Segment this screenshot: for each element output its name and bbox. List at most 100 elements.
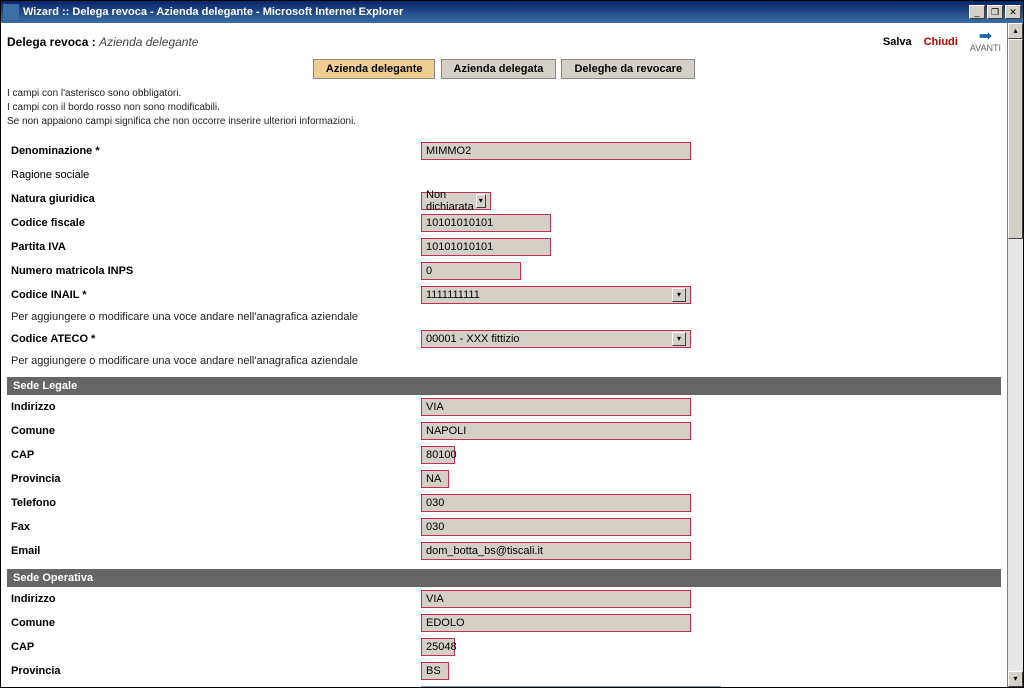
chevron-down-icon: ▾ <box>672 288 686 302</box>
select-natura-value: Non dichiarata <box>426 189 476 213</box>
row-so-provincia: Provincia BS <box>7 659 1001 683</box>
chevron-down-icon: ▾ <box>672 332 686 346</box>
label-natura: Natura giuridica <box>11 193 421 205</box>
content-wrap: Delega revoca : Azienda delegante Salva … <box>1 23 1023 687</box>
row-so-telefono: Telefono <box>7 683 1001 687</box>
field-sl-telefono: 030 <box>421 494 691 512</box>
label-sl-telefono: Telefono <box>11 497 421 509</box>
section-sede-operativa: Sede Operativa <box>7 569 1001 587</box>
label-so-comune: Comune <box>11 617 421 629</box>
input-so-telefono[interactable] <box>421 686 721 687</box>
row-sl-telefono: Telefono 030 <box>7 491 1001 515</box>
field-piva: 10101010101 <box>421 238 551 256</box>
row-sl-comune: Comune NAPOLI <box>7 419 1001 443</box>
help-text: I campi con l'asterisco sono obbligatori… <box>7 87 1001 129</box>
scroll-up-button[interactable]: ▴ <box>1008 23 1023 39</box>
ie-icon <box>3 4 19 20</box>
row-ragione: Ragione sociale <box>7 163 1001 187</box>
info-line-2: Per aggiungere o modificare una voce and… <box>7 351 1001 371</box>
window-buttons: _ ❐ ✕ <box>969 5 1021 19</box>
select-natura[interactable]: Non dichiarata ▾ <box>421 192 491 210</box>
label-codfisc: Codice fiscale <box>11 217 421 229</box>
row-sl-indirizzo: Indirizzo VIA <box>7 395 1001 419</box>
title-prefix: Delega revoca : <box>7 35 96 49</box>
label-so-provincia: Provincia <box>11 665 421 677</box>
scroll-thumb[interactable] <box>1008 39 1023 239</box>
label-matricola: Numero matricola INPS <box>11 265 421 277</box>
field-sl-cap: 80100 <box>421 446 455 464</box>
label-sl-cap: CAP <box>11 449 421 461</box>
avanti-button[interactable]: ➡ AVANTI <box>970 31 1001 53</box>
row-so-indirizzo: Indirizzo VIA <box>7 587 1001 611</box>
label-sl-provincia: Provincia <box>11 473 421 485</box>
salva-link[interactable]: Salva <box>883 36 912 48</box>
row-matricola: Numero matricola INPS 0 <box>7 259 1001 283</box>
row-inail: Codice INAIL * 1111111111 ▾ <box>7 283 1001 307</box>
help-line-2: I campi con il bordo rosso non sono modi… <box>7 101 1001 115</box>
label-piva: Partita IVA <box>11 241 421 253</box>
label-ragione: Ragione sociale <box>11 169 421 181</box>
help-line-1: I campi con l'asterisco sono obbligatori… <box>7 87 1001 101</box>
row-sl-email: Email dom_botta_bs@tiscali.it <box>7 539 1001 563</box>
content: Delega revoca : Azienda delegante Salva … <box>1 23 1007 687</box>
label-ateco: Codice ATECO * <box>11 333 421 345</box>
row-so-comune: Comune EDOLO <box>7 611 1001 635</box>
field-sl-fax: 030 <box>421 518 691 536</box>
scroll-down-button[interactable]: ▾ <box>1008 671 1023 687</box>
tab-azienda-delegante[interactable]: Azienda delegante <box>313 59 436 79</box>
titlebar: Wizard :: Delega revoca - Azienda delega… <box>1 1 1023 23</box>
select-ateco-value: 00001 - XXX fittizio <box>426 333 520 345</box>
tab-azienda-delegata[interactable]: Azienda delegata <box>441 59 557 79</box>
field-so-provincia: BS <box>421 662 449 680</box>
scroll-track[interactable] <box>1008 39 1023 671</box>
field-sl-provincia: NA <box>421 470 449 488</box>
page-header: Delega revoca : Azienda delegante Salva … <box>7 31 1001 53</box>
row-ateco: Codice ATECO * 00001 - XXX fittizio ▾ <box>7 327 1001 351</box>
field-codfisc: 10101010101 <box>421 214 551 232</box>
arrow-right-icon: ➡ <box>979 31 992 43</box>
field-sl-indirizzo: VIA <box>421 398 691 416</box>
page-title: Delega revoca : Azienda delegante <box>7 35 198 49</box>
field-so-comune: EDOLO <box>421 614 691 632</box>
label-denominazione: Denominazione * <box>11 145 421 157</box>
minimize-button[interactable]: _ <box>969 5 985 19</box>
avanti-label: AVANTI <box>970 43 1001 53</box>
window: Wizard :: Delega revoca - Azienda delega… <box>0 0 1024 688</box>
select-inail-value: 1111111111 <box>426 289 480 301</box>
chevron-down-icon: ▾ <box>476 194 486 208</box>
field-matricola: 0 <box>421 262 521 280</box>
field-sl-email: dom_botta_bs@tiscali.it <box>421 542 691 560</box>
field-so-cap: 25048 <box>421 638 455 656</box>
row-natura: Natura giuridica Non dichiarata ▾ <box>7 187 1001 211</box>
row-sl-cap: CAP 80100 <box>7 443 1001 467</box>
row-codfisc: Codice fiscale 10101010101 <box>7 211 1001 235</box>
close-button[interactable]: ✕ <box>1005 5 1021 19</box>
field-so-indirizzo: VIA <box>421 590 691 608</box>
row-so-cap: CAP 25048 <box>7 635 1001 659</box>
label-sl-email: Email <box>11 545 421 557</box>
section-sede-legale: Sede Legale <box>7 377 1001 395</box>
tabs: Azienda delegante Azienda delegata Deleg… <box>7 59 1001 79</box>
chiudi-link[interactable]: Chiudi <box>924 36 958 48</box>
label-so-cap: CAP <box>11 641 421 653</box>
select-inail[interactable]: 1111111111 ▾ <box>421 286 691 304</box>
label-inail: Codice INAIL * <box>11 289 421 301</box>
restore-button[interactable]: ❐ <box>987 5 1003 19</box>
label-sl-comune: Comune <box>11 425 421 437</box>
title-suffix: Azienda delegante <box>99 35 198 49</box>
label-so-indirizzo: Indirizzo <box>11 593 421 605</box>
info-line-1: Per aggiungere o modificare una voce and… <box>7 307 1001 327</box>
row-piva: Partita IVA 10101010101 <box>7 235 1001 259</box>
tab-deleghe-revocare[interactable]: Deleghe da revocare <box>561 59 695 79</box>
window-title: Wizard :: Delega revoca - Azienda delega… <box>23 6 969 18</box>
help-line-3: Se non appaiono campi significa che non … <box>7 115 1001 129</box>
vertical-scrollbar[interactable]: ▴ ▾ <box>1007 23 1023 687</box>
field-sl-comune: NAPOLI <box>421 422 691 440</box>
row-sl-provincia: Provincia NA <box>7 467 1001 491</box>
select-ateco[interactable]: 00001 - XXX fittizio ▾ <box>421 330 691 348</box>
row-sl-fax: Fax 030 <box>7 515 1001 539</box>
label-sl-fax: Fax <box>11 521 421 533</box>
row-denominazione: Denominazione * MIMMO2 <box>7 139 1001 163</box>
header-actions: Salva Chiudi ➡ AVANTI <box>883 31 1001 53</box>
field-denominazione: MIMMO2 <box>421 142 691 160</box>
